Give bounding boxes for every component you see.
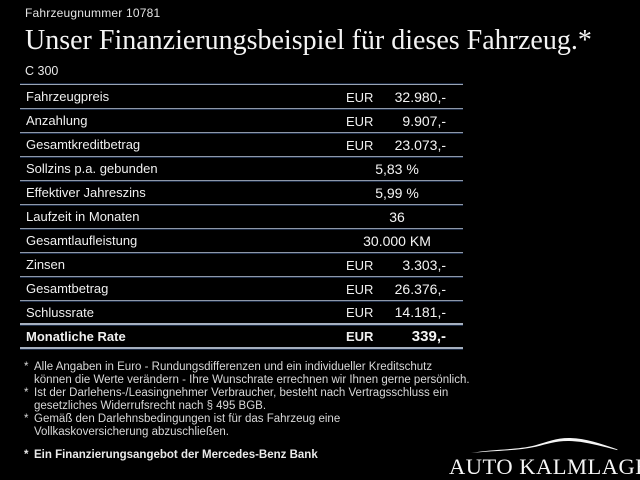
footnote-marker: * [24,361,29,373]
page-title: Unser Finanzierungsbeispiel für dieses F… [25,25,592,56]
row-label: Gesamtlaufleistung [26,233,138,248]
row-currency: EUR [346,89,374,105]
dealer-name: AUTO KALMLAGE [449,454,640,479]
row-label: Monatliche Rate [26,328,126,344]
table-row-monthly-rate: Monatliche Rate EUR 339,- [20,325,463,349]
row-label: Gesamtbetrag [26,281,109,296]
row-value: 32.980,- [394,88,446,105]
row-currency: EUR [346,257,374,273]
table-row: Sollzins p.a. gebunden 5,83 % [20,157,463,181]
footnote-line: Ist der Darlehens-/Leasingnehmer Verbrau… [34,387,449,399]
row-currency: EUR [346,137,374,153]
table-row: Effektiver Jahreszins 5,99 % [20,181,463,205]
row-currency: EUR [346,113,374,129]
vehicle-number: Fahrzeugnummer 10781 [25,6,161,20]
table-row: Gesamtbetrag EUR 26.376,- [20,277,463,301]
footnote: * Gemäß den Darlehnsbedingungen ist für … [24,413,470,439]
footnote-marker: * [24,387,29,399]
table-row: Gesamtkreditbetrag EUR 23.073,- [20,133,463,157]
footnote-line: können die Werte verändern - Ihre Wunsch… [34,374,470,386]
row-value: 9.907,- [402,112,446,129]
header: Fahrzeugnummer 10781 Unser Finanzierungs… [25,6,592,78]
row-currency: EUR [346,305,374,320]
row-currency: EUR [346,328,374,344]
row-label: Schlussrate [26,304,94,320]
footnotes: * Alle Angaben in Euro - Rundungsdiffere… [24,361,470,439]
row-value: 3.303,- [402,256,446,273]
row-value: 339,- [411,327,446,345]
footnote-marker: * [24,449,29,461]
finance-table: Fahrzeugpreis EUR 32.980,- Anzahlung EUR 9… [20,84,463,349]
footnote: * Ist der Darlehens-/Leasingnehmer Verbr… [24,387,470,413]
table-row: Gesamtlaufleistung 30.000 KM [20,229,463,253]
row-value: 14.181,- [394,304,446,320]
row-value: 30.000 KM [363,232,431,249]
row-label: Sollzins p.a. gebunden [26,161,158,176]
footnote-marker: * [24,413,29,425]
row-label: Gesamtkreditbetrag [26,137,141,152]
footnote-line: Alle Angaben in Euro - Rundungsdifferenz… [34,361,433,373]
car-silhouette-icon [449,433,639,457]
row-label: Anzahlung [26,113,88,128]
row-label: Effektiver Jahreszins [26,185,146,200]
row-value: 36 [389,208,405,225]
dealer-logo: AUTO KALMLAGE [449,433,640,479]
footnote-line: Gemäß den Darlehnsbedingungen ist für da… [34,413,341,425]
financing-note-text: Ein Finanzierungsangebot der Mercedes-Be… [34,449,318,461]
row-value: 5,99 % [375,184,419,201]
table-row: Zinsen EUR 3.303,- [20,253,463,277]
row-label: Laufzeit in Monaten [26,209,140,224]
row-value: 26.376,- [394,280,446,297]
footnote-line: Vollkaskoversicherung abzuschließen. [34,426,229,438]
table-row: Fahrzeugpreis EUR 32.980,- [20,85,463,109]
footnote-line: gesetzliches Widerrufsrecht nach § 495 B… [34,400,267,412]
row-label: Fahrzeugpreis [26,89,110,104]
financing-note: * Ein Finanzierungsangebot der Mercedes-… [24,449,318,461]
table-row: Anzahlung EUR 9.907,- [20,109,463,133]
row-value: 5,83 % [375,160,419,177]
row-label: Zinsen [26,257,66,272]
footnote: * Alle Angaben in Euro - Rundungsdiffere… [24,361,470,387]
table-row: Schlussrate EUR 14.181,- [20,301,463,325]
row-currency: EUR [346,281,374,297]
row-value: 23.073,- [394,136,446,153]
vehicle-model: C 300 [25,64,59,78]
table-row: Laufzeit in Monaten 36 [20,205,463,229]
